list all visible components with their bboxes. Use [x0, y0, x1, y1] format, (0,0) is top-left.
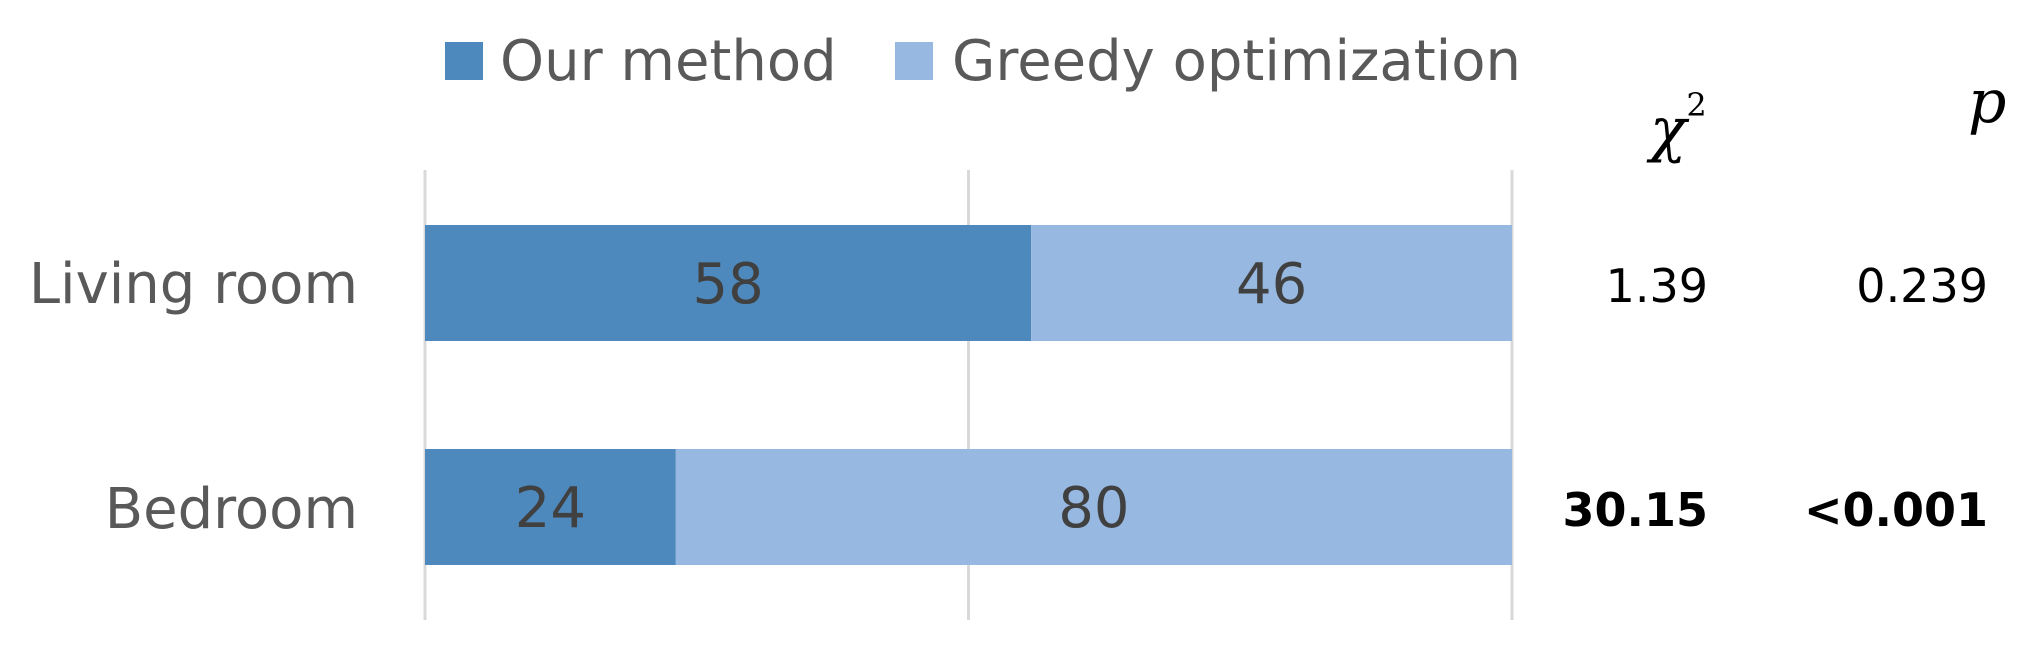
p-value-living-room: 0.239 — [1856, 259, 1988, 313]
bar-living-room-our-method — [425, 225, 1032, 341]
bar-label-bedroom-our-method: 24 — [515, 476, 586, 541]
legend-item-our-method: Our method — [445, 29, 837, 94]
bar-living-room-greedy-optimization — [1031, 225, 1512, 341]
chi-square-header: χ2 — [1646, 86, 1707, 165]
legend-swatch-our-method — [445, 42, 483, 80]
chi-superscript: 2 — [1686, 86, 1706, 124]
p-value-bedroom: <0.001 — [1804, 483, 1988, 537]
legend: Our method Greedy optimization — [445, 29, 1521, 94]
category-labels: Living room Bedroom — [29, 252, 358, 542]
bars — [425, 225, 1512, 565]
chi2-value-living-room: 1.39 — [1606, 259, 1708, 313]
stats-table: χ2 p 1.39 0.239 30.15 <0.001 — [1562, 67, 2006, 537]
chi2-value-bedroom: 30.15 — [1562, 483, 1708, 537]
bar-value-labels: 58 46 24 80 — [515, 252, 1307, 541]
legend-swatch-greedy — [895, 42, 933, 80]
category-label-bedroom: Bedroom — [105, 477, 358, 542]
p-value-header: p — [1968, 67, 2006, 137]
legend-item-greedy: Greedy optimization — [895, 29, 1521, 94]
bar-bedroom-our-method — [425, 449, 676, 565]
legend-label-our-method: Our method — [500, 29, 837, 94]
category-label-living-room: Living room — [29, 252, 358, 317]
bar-bedroom-greedy-optimization — [675, 449, 1512, 565]
legend-label-greedy: Greedy optimization — [952, 29, 1521, 94]
chi-symbol: χ — [1646, 95, 1690, 165]
bar-label-bedroom-greedy-optimization: 80 — [1058, 476, 1129, 541]
bar-label-living-room-greedy-optimization: 46 — [1236, 252, 1307, 317]
bar-label-living-room-our-method: 58 — [692, 252, 763, 317]
